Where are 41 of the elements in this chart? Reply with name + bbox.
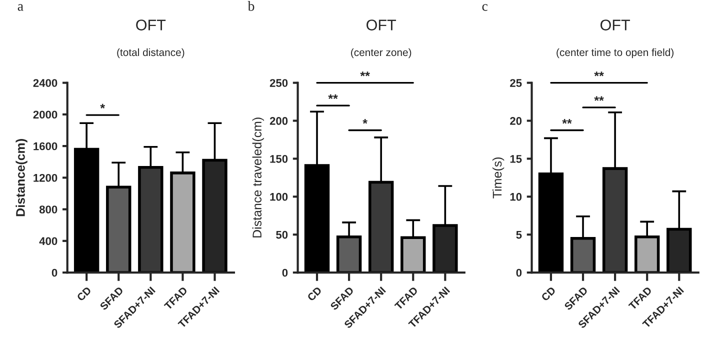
y-tick-label: 10 <box>510 192 522 201</box>
y-tick-label: 50 <box>276 230 288 239</box>
annotation: * <box>362 119 368 124</box>
annotation: * <box>100 104 106 109</box>
y-axis-title: Time(s) <box>492 158 504 198</box>
text: ** <box>360 72 370 76</box>
x-tick-label: CD <box>306 286 322 302</box>
y-tick-label: 15 <box>510 155 522 163</box>
text: b <box>248 1 254 11</box>
y-tick-label: 200 <box>270 117 288 125</box>
y-axis-title: Distance(cm) <box>16 139 28 216</box>
y-axis-title: Distance traveled(cm) <box>252 118 264 238</box>
text: a <box>18 4 24 11</box>
annotation: ** <box>328 94 338 100</box>
y-tick-label: 400 <box>39 237 58 246</box>
chart-subtitle: (center time to open field) <box>556 48 674 58</box>
y-tick-label: 5 <box>516 230 522 239</box>
y-tick-label: 1200 <box>34 174 58 182</box>
chart-subtitle: (center zone) <box>351 48 412 58</box>
text: c <box>482 4 488 11</box>
annotation: ** <box>562 119 572 124</box>
chart-title: OFT <box>600 20 630 30</box>
chart-title: OFT <box>136 20 166 30</box>
y-tick-label: 1600 <box>34 142 58 150</box>
y-tick-label: 0 <box>282 268 288 277</box>
y-tick-label: 0 <box>52 268 58 277</box>
x-tick-label: CD <box>76 286 92 302</box>
text: ** <box>594 72 604 76</box>
y-tick-label: 250 <box>270 79 288 87</box>
chart-title: OFT <box>366 20 396 30</box>
y-tick-label: 2000 <box>33 110 58 119</box>
y-tick-label: 2400 <box>33 79 58 87</box>
y-tick-label: 100 <box>270 192 288 201</box>
y-tick-label: 20 <box>510 117 522 125</box>
y-tick-label: 150 <box>270 154 288 163</box>
x-tick-label: CD <box>540 286 556 302</box>
annotation: ** <box>594 96 604 101</box>
y-tick-label: 800 <box>39 206 58 214</box>
chart-subtitle: (total distance) <box>117 48 184 58</box>
y-tick-label: 0 <box>516 268 522 277</box>
y-tick-label: 25 <box>510 79 522 87</box>
